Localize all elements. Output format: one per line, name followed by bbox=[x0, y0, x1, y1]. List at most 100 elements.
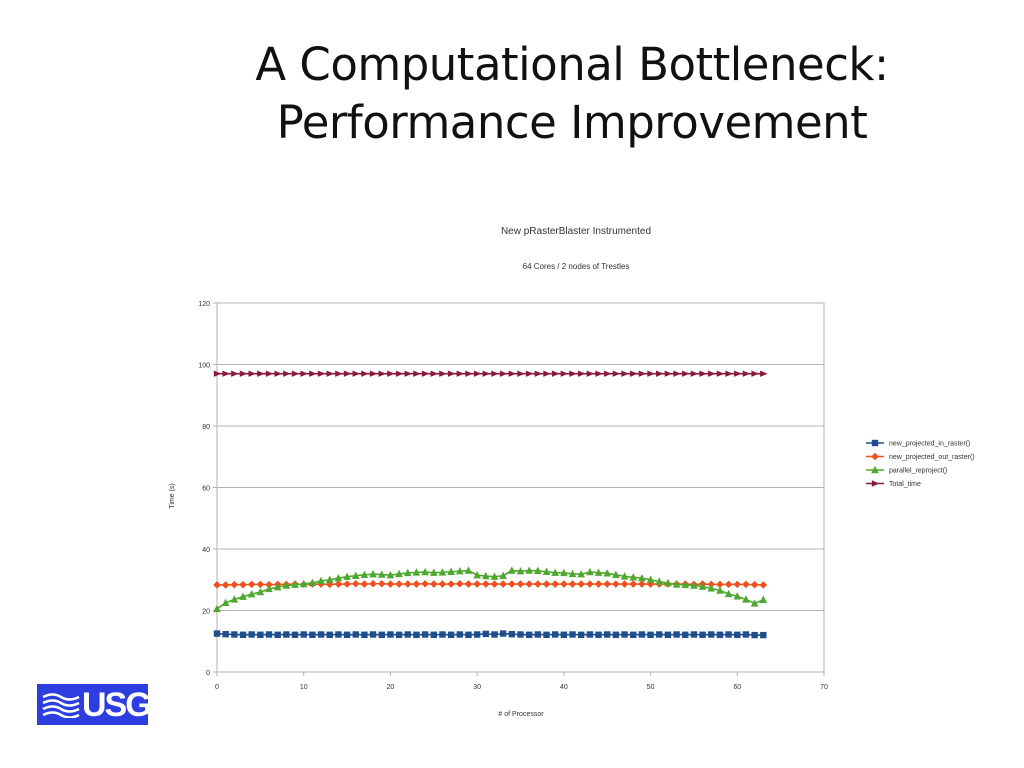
data-point bbox=[760, 631, 767, 639]
legend-item: parallel_reproject() bbox=[866, 465, 947, 475]
data-point bbox=[724, 580, 733, 589]
data-point bbox=[699, 631, 706, 638]
data-point bbox=[351, 571, 360, 579]
data-point bbox=[707, 584, 716, 592]
data-point bbox=[673, 631, 680, 638]
data-point bbox=[734, 370, 742, 377]
data-point bbox=[482, 630, 490, 638]
usgs-logo-text: USG bbox=[82, 686, 148, 724]
data-point bbox=[577, 580, 585, 588]
slide-title-line-1: A Computational Bottleneck: bbox=[255, 38, 889, 91]
data-point bbox=[560, 568, 568, 577]
data-point bbox=[317, 631, 325, 638]
data-point bbox=[578, 370, 586, 377]
data-point bbox=[750, 580, 759, 589]
chart-series bbox=[213, 370, 768, 639]
data-point bbox=[282, 581, 291, 589]
x-tick-label: 70 bbox=[820, 684, 828, 691]
legend-label: new_projected_in_raster() bbox=[889, 441, 970, 448]
data-point bbox=[491, 370, 499, 377]
legend-swatch-marker bbox=[871, 452, 879, 461]
data-point bbox=[664, 370, 673, 377]
data-point bbox=[525, 631, 533, 638]
data-point bbox=[690, 370, 699, 377]
data-point bbox=[733, 580, 742, 589]
legend-label: new_projected_out_raster() bbox=[889, 454, 975, 461]
data-point bbox=[438, 580, 447, 588]
chart-title: New pRasterBlaster Instrumented bbox=[501, 226, 651, 237]
data-point bbox=[421, 579, 429, 588]
data-point bbox=[265, 584, 273, 593]
data-point bbox=[325, 575, 334, 583]
data-point bbox=[438, 568, 447, 576]
data-point bbox=[490, 572, 499, 580]
data-point bbox=[222, 630, 229, 638]
data-point bbox=[300, 631, 307, 638]
data-point bbox=[482, 580, 490, 588]
x-tick-label: 60 bbox=[733, 684, 741, 691]
data-point bbox=[456, 631, 463, 638]
data-point bbox=[395, 370, 404, 377]
data-point bbox=[499, 580, 507, 588]
x-tick-label: 50 bbox=[647, 684, 655, 691]
chart-legend: new_projected_in_raster() new_projected_o… bbox=[866, 439, 975, 488]
x-axis-ticks: 0 10 20 30 40 50 60 70 bbox=[215, 672, 828, 691]
data-point bbox=[759, 581, 768, 589]
data-point bbox=[568, 569, 577, 578]
usgs-logo: USG bbox=[37, 684, 148, 725]
data-point bbox=[621, 370, 629, 377]
data-point bbox=[742, 631, 750, 638]
data-point bbox=[664, 578, 672, 587]
data-point bbox=[612, 570, 620, 579]
data-point bbox=[439, 631, 446, 638]
data-point bbox=[369, 370, 378, 377]
data-point bbox=[369, 631, 377, 638]
data-point bbox=[629, 580, 638, 588]
data-point bbox=[534, 370, 543, 377]
data-point bbox=[534, 566, 542, 575]
data-point bbox=[708, 631, 715, 638]
data-point bbox=[603, 580, 612, 588]
chart-gridlines bbox=[217, 302, 824, 673]
data-point bbox=[473, 631, 481, 638]
data-point bbox=[690, 631, 698, 638]
data-point bbox=[656, 631, 663, 638]
data-point bbox=[716, 370, 725, 377]
data-point bbox=[742, 595, 750, 603]
data-point bbox=[534, 631, 542, 638]
series-4 bbox=[213, 370, 768, 377]
data-point bbox=[594, 568, 603, 576]
data-point bbox=[672, 580, 681, 588]
data-point bbox=[430, 370, 438, 377]
data-point bbox=[465, 631, 472, 638]
data-point bbox=[465, 370, 473, 377]
data-point bbox=[578, 631, 585, 638]
data-point bbox=[213, 604, 221, 613]
data-point bbox=[447, 567, 455, 575]
data-point bbox=[239, 592, 247, 600]
data-point bbox=[360, 570, 369, 579]
data-point bbox=[630, 370, 638, 377]
data-point bbox=[656, 370, 664, 377]
legend-label: parallel_reproject() bbox=[889, 468, 947, 475]
data-point bbox=[681, 580, 690, 589]
data-point bbox=[542, 567, 551, 575]
data-point bbox=[334, 574, 343, 582]
y-tick-label: 100 bbox=[198, 363, 210, 370]
legend-item: new_projected_in_raster() bbox=[866, 439, 970, 448]
data-point bbox=[447, 631, 455, 638]
data-point bbox=[464, 580, 473, 588]
data-point bbox=[265, 580, 273, 589]
data-point bbox=[699, 370, 707, 377]
data-point bbox=[273, 582, 282, 591]
data-point bbox=[586, 567, 594, 576]
data-point bbox=[612, 370, 621, 377]
data-point bbox=[439, 370, 447, 377]
data-point bbox=[291, 370, 300, 377]
data-point bbox=[638, 370, 647, 377]
data-point bbox=[343, 580, 351, 588]
data-point bbox=[274, 370, 282, 377]
data-point bbox=[377, 570, 386, 578]
data-point bbox=[543, 370, 551, 377]
